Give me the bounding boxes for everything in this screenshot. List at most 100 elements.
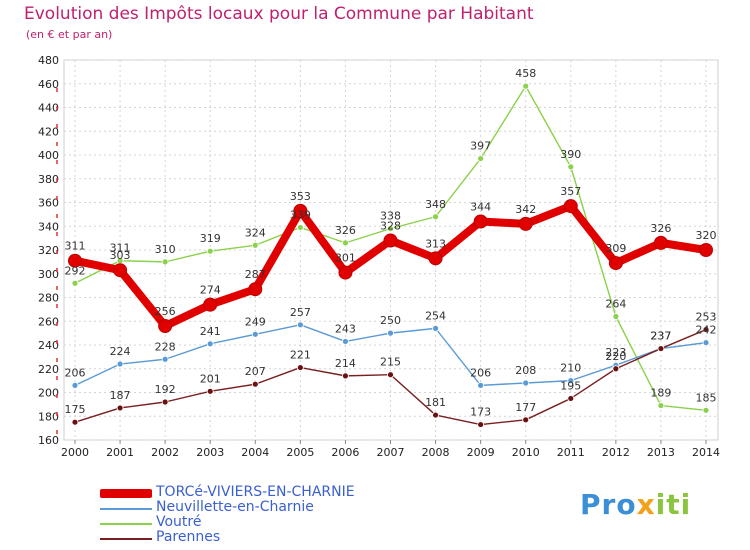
data-label: 292 [65, 264, 86, 277]
x-axis: 2000 2001 2002 2003 2004 2005 2006 2007 2008 2009… [61, 440, 720, 459]
data-point [473, 214, 488, 229]
y-tick-label: 280 [38, 292, 59, 305]
data-point [296, 321, 304, 329]
data-label: 390 [560, 148, 581, 161]
data-point [293, 203, 308, 218]
logo-part: Pro [580, 488, 637, 521]
y-tick-label: 480 [38, 54, 59, 67]
x-tick-label: 2011 [557, 446, 585, 459]
legend-label: Voutré [156, 514, 202, 530]
data-label: 220 [605, 350, 626, 363]
data-label: 243 [335, 322, 356, 335]
data-label: 319 [200, 232, 221, 245]
data-point [702, 339, 710, 347]
data-label: 177 [515, 401, 536, 414]
data-label: 339 [290, 208, 311, 221]
data-point [567, 163, 575, 171]
data-label: 328 [380, 220, 401, 233]
data-label: 310 [155, 243, 176, 256]
data-label: 237 [650, 330, 671, 343]
data-label: 458 [515, 67, 536, 80]
y-tick-label: 380 [38, 173, 59, 186]
x-tick-label: 2006 [331, 446, 359, 459]
x-tick-label: 2000 [61, 446, 89, 459]
y-tick-label: 420 [38, 125, 59, 138]
x-tick-label: 2008 [422, 446, 450, 459]
data-label: 326 [650, 222, 671, 235]
data-point [116, 360, 124, 368]
x-tick-label: 2009 [467, 446, 495, 459]
data-point [432, 213, 439, 221]
data-point [251, 330, 259, 338]
data-label: 301 [335, 252, 356, 265]
data-point [342, 239, 349, 247]
data-label: 397 [470, 140, 491, 153]
data-point [387, 225, 394, 233]
data-point [206, 387, 214, 395]
data-point [477, 421, 485, 428]
y-tick-label: 260 [38, 315, 59, 328]
data-point [383, 233, 398, 248]
legend-swatch [100, 523, 152, 525]
data-label: 208 [515, 364, 536, 377]
y-tick-label: 200 [38, 387, 59, 400]
data-label: 344 [470, 201, 491, 214]
y-tick-label: 340 [38, 220, 59, 233]
data-point [657, 402, 665, 409]
data-label: 187 [110, 389, 131, 402]
x-tick-label: 2013 [647, 446, 675, 459]
data-point [161, 258, 169, 266]
x-tick-label: 2001 [106, 446, 134, 459]
data-label: 189 [650, 387, 671, 400]
y-tick-label: 180 [38, 410, 59, 423]
data-point [432, 324, 439, 332]
data-point [657, 345, 665, 352]
data-label: 175 [65, 403, 86, 416]
data-point [387, 329, 394, 337]
data-label: 201 [200, 372, 221, 385]
data-label: 210 [560, 362, 581, 375]
data-point [116, 404, 124, 412]
y-tick-label: 320 [38, 244, 59, 257]
data-point [206, 340, 214, 348]
data-point [612, 313, 620, 320]
data-point [522, 82, 530, 90]
data-label: 241 [200, 325, 221, 338]
data-label: 207 [245, 365, 266, 378]
data-label: 320 [696, 229, 717, 242]
data-label: 338 [380, 210, 401, 223]
data-label: 303 [110, 249, 131, 262]
data-label: 195 [560, 379, 581, 392]
x-tick-label: 2014 [692, 446, 720, 459]
y-tick-label: 460 [38, 78, 59, 91]
data-point [342, 372, 349, 380]
data-label: 206 [65, 366, 86, 379]
data-label: 237 [650, 330, 671, 343]
data-point [161, 355, 169, 363]
data-point [563, 199, 578, 214]
data-label: 311 [110, 242, 131, 255]
data-point [387, 371, 394, 379]
y-tick-label: 160 [38, 434, 59, 447]
data-point [477, 155, 485, 162]
data-label: 348 [425, 198, 446, 211]
data-label: 309 [605, 242, 626, 255]
y-tick-label: 360 [38, 197, 59, 210]
data-label: 253 [696, 311, 717, 324]
data-label: 326 [335, 224, 356, 237]
legend-label: TORCé-VIVIERS-EN-CHARNIE [156, 484, 355, 500]
legend-label: Parennes [156, 529, 221, 545]
data-point [653, 235, 668, 250]
data-point [296, 224, 304, 231]
data-point [338, 265, 353, 280]
data-label: 214 [335, 357, 356, 370]
data-label: 274 [200, 284, 221, 297]
data-point [71, 279, 79, 287]
y-tick-label: 300 [38, 268, 59, 281]
data-point [342, 338, 349, 345]
x-tick-label: 2010 [512, 446, 540, 459]
data-label: 206 [470, 366, 491, 379]
